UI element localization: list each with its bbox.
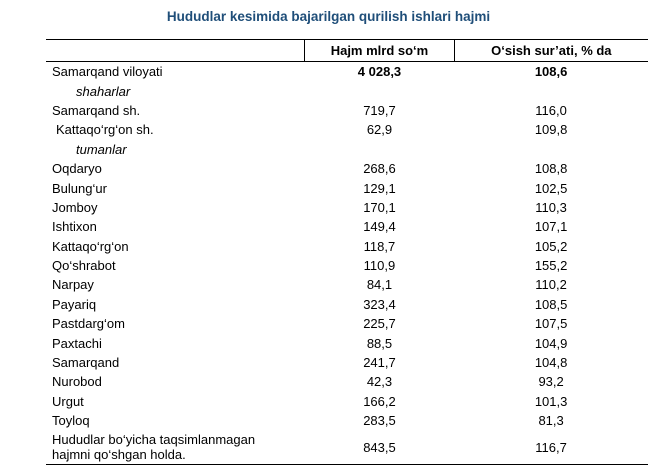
row-volume: 129,1 bbox=[363, 180, 396, 196]
table-row: Samarqand 241,7 104,8 bbox=[46, 353, 648, 372]
row-growth: 101,3 bbox=[534, 393, 568, 409]
table-row: Qo‘shrabot 110,9 155,2 bbox=[46, 256, 648, 275]
row-volume: 268,6 bbox=[363, 161, 396, 177]
row-name: Payariq bbox=[52, 296, 97, 312]
construction-volume-table: Hajm mlrd so‘m O‘sish sur’ati, % da Sama… bbox=[46, 39, 648, 465]
table-row: Bulung‘ur 129,1 102,5 bbox=[46, 178, 648, 197]
row-growth: 108,8 bbox=[534, 161, 568, 177]
row-name: Nurobod bbox=[52, 374, 102, 390]
row-growth: 110,3 bbox=[535, 199, 567, 215]
row-name: Bulung‘ur bbox=[52, 180, 107, 196]
row-volume: 241,7 bbox=[363, 355, 396, 371]
table-row: Oqdaryo 268,6 108,8 bbox=[46, 159, 648, 178]
row-name: Pastdarg‘om bbox=[52, 316, 125, 332]
row-growth: 110,2 bbox=[535, 277, 567, 293]
table-row-footer: Hududlar bo‘yicha taqsimlanmagan hajmni q… bbox=[46, 430, 648, 465]
table-row: Pastdarg‘om 225,7 107,5 bbox=[46, 314, 648, 333]
page-title: Hududlar kesimida bajarilgan qurilish is… bbox=[166, 9, 491, 24]
row-volume: 283,5 bbox=[363, 413, 396, 429]
table-row: Paxtachi 88,5 104,9 bbox=[46, 333, 648, 352]
row-volume: 4 028,3 bbox=[357, 64, 402, 80]
table-row: Jomboy 170,1 110,3 bbox=[46, 198, 648, 217]
row-growth: 107,1 bbox=[534, 219, 568, 235]
row-volume: 62,9 bbox=[366, 122, 393, 138]
row-growth: 81,3 bbox=[538, 413, 564, 429]
row-volume: 170,1 bbox=[363, 199, 396, 215]
table-row: Toyloq 283,5 81,3 bbox=[46, 411, 648, 430]
row-name: Oqdaryo bbox=[52, 161, 102, 177]
row-growth: 116,0 bbox=[535, 102, 567, 118]
table-header-row: Hajm mlrd so‘m O‘sish sur’ati, % da bbox=[46, 39, 648, 62]
row-volume: 843,5 bbox=[363, 439, 396, 455]
table-row: Narpay 84,1 110,2 bbox=[46, 275, 648, 294]
header-region bbox=[46, 40, 305, 62]
row-volume: 166,2 bbox=[363, 393, 396, 409]
table-row: Samarqand sh. 719,7 116,0 bbox=[46, 101, 648, 120]
row-name: Samarqand sh. bbox=[52, 102, 141, 118]
table-row-total: Samarqand viloyati 4 028,3 108,6 bbox=[46, 62, 648, 82]
row-name: Kattaqo‘rg‘on sh. bbox=[56, 122, 154, 138]
table-row: Payariq 323,4 108,5 bbox=[46, 295, 648, 314]
row-growth: 93,2 bbox=[538, 374, 564, 390]
row-name: Samarqand bbox=[52, 355, 120, 371]
section-label-cities: shaharlar bbox=[46, 81, 648, 100]
table-row: Nurobod 42,3 93,2 bbox=[46, 372, 648, 391]
row-name: Toyloq bbox=[52, 413, 90, 429]
row-growth: 107,5 bbox=[534, 316, 568, 332]
section-label: shaharlar bbox=[76, 83, 131, 99]
row-volume: 110,9 bbox=[363, 258, 396, 274]
row-volume: 719,7 bbox=[363, 102, 396, 118]
row-name: Jomboy bbox=[52, 199, 98, 215]
table-row: Ishtixon 149,4 107,1 bbox=[46, 217, 648, 236]
footer-name-line1: Hududlar bo‘yicha taqsimlanmagan bbox=[52, 432, 256, 448]
table-row: Kattaqo‘rg‘on sh. 62,9 109,8 bbox=[46, 120, 648, 139]
row-volume: 149,4 bbox=[363, 219, 396, 235]
footer-name-line2: hajmni qo‘shgan holda. bbox=[52, 447, 186, 463]
row-growth: 102,5 bbox=[534, 180, 568, 196]
row-growth: 104,9 bbox=[534, 335, 568, 351]
row-name: Kattaqo‘rg‘on bbox=[52, 238, 129, 254]
section-label-districts: tumanlar bbox=[46, 140, 648, 159]
row-growth: 155,2 bbox=[534, 258, 568, 274]
row-name: Hududlar bo‘yicha taqsimlanmagan hajmni q… bbox=[46, 430, 305, 465]
row-growth: 109,8 bbox=[534, 122, 568, 138]
header-growth: O‘sish sur’ati, % da bbox=[491, 43, 612, 58]
row-name: Samarqand viloyati bbox=[52, 64, 163, 80]
row-name: Urgut bbox=[52, 393, 84, 409]
row-growth: 108,6 bbox=[534, 64, 568, 80]
row-volume: 42,3 bbox=[366, 374, 393, 390]
row-volume: 118,7 bbox=[363, 238, 396, 254]
header-volume: Hajm mlrd so‘m bbox=[304, 39, 455, 62]
table-row: Urgut 166,2 101,3 bbox=[46, 392, 648, 411]
row-volume: 225,7 bbox=[363, 316, 396, 332]
row-name: Ishtixon bbox=[52, 219, 97, 235]
table-row: Kattaqo‘rg‘on 118,7 105,2 bbox=[46, 237, 648, 256]
row-name: Paxtachi bbox=[52, 335, 102, 351]
row-volume: 323,4 bbox=[363, 296, 396, 312]
row-growth: 116,7 bbox=[535, 439, 567, 455]
row-growth: 108,5 bbox=[534, 296, 568, 312]
row-volume: 88,5 bbox=[366, 335, 393, 351]
row-growth: 105,2 bbox=[534, 238, 568, 254]
row-name: Qo‘shrabot bbox=[52, 258, 116, 274]
row-volume: 84,1 bbox=[366, 277, 393, 293]
row-growth: 104,8 bbox=[534, 355, 568, 371]
row-name: Narpay bbox=[52, 277, 94, 293]
section-label: tumanlar bbox=[76, 141, 127, 157]
